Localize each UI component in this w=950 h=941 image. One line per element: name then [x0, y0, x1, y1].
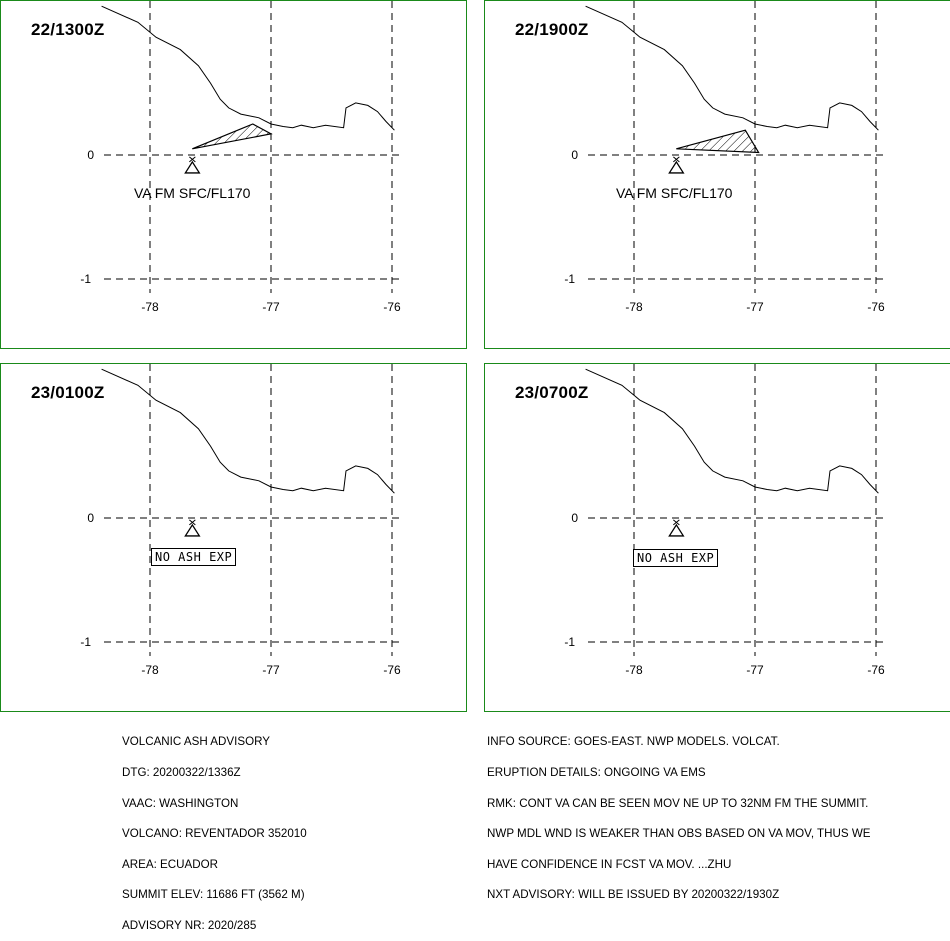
longitude-tick-label: -76 [383, 300, 401, 314]
latitude-tick-label: 0 [87, 148, 94, 162]
volcano-triangle-icon [668, 156, 685, 174]
advisory-info-source: INFO SOURCE: GOES-EAST. NWP MODELS. VOLC… [487, 735, 780, 749]
latitude-tick-label: 0 [571, 148, 578, 162]
longitude-tick-label: -76 [867, 300, 885, 314]
forecast-panel-2: -78 -77 -76 0 -1 22/1900Z VA FM SFC/FL170 [484, 0, 950, 349]
longitude-tick-label: -78 [141, 663, 159, 677]
latitude-tick-label: 0 [571, 511, 578, 525]
latitude-tick-label: -1 [80, 635, 91, 649]
panel-time-label: 23/0100Z [31, 383, 105, 402]
no-ash-expected-box: NO ASH EXP [633, 549, 719, 567]
advisory-area: AREA: ECUADOR [122, 857, 218, 871]
longitude-tick-label: -77 [262, 663, 280, 677]
advisory-number: ADVISORY NR: 2020/285 [122, 918, 257, 932]
map-canvas-2: -78 -77 -76 0 -1 [564, 1, 885, 314]
advisory-summit-elev: SUMMIT ELEV: 11686 FT (3562 M) [122, 888, 305, 902]
volcano-triangle-icon [184, 156, 201, 174]
map-canvas-1: -78 -77 -76 0 -1 [80, 1, 401, 314]
border-line [101, 5, 395, 131]
advisory-remark: RMK: CONT VA CAN BE SEEN MOV NE UP TO 32… [487, 796, 869, 810]
advisory-info-right: INFO SOURCE: GOES-EAST. NWP MODELS. VOLC… [487, 717, 871, 911]
advisory-title: VOLCANIC ASH ADVISORY [122, 735, 270, 749]
advisory-remark-cont: NWP MDL WND IS WEAKER THAN OBS BASED ON … [487, 827, 871, 841]
advisory-eruption-details: ERUPTION DETAILS: ONGOING VA EMS [487, 766, 706, 779]
va-level-label: VA FM SFC/FL170 [616, 185, 733, 201]
forecast-panel-3: -78 -77 -76 0 -1 23/0100Z NO ASH EXP [0, 363, 467, 712]
advisory-info-left: VOLCANIC ASH ADVISORY DTG: 20200322/1336… [122, 717, 307, 941]
advisory-vaac: VAAC: WASHINGTON [122, 796, 239, 810]
advisory-next: NXT ADVISORY: WILL BE ISSUED BY 20200322… [487, 888, 780, 902]
volcano-triangle-icon [184, 519, 201, 537]
longitude-tick-label: -76 [383, 663, 401, 677]
forecast-panel-1: -78 -77 -76 0 -1 22/1300Z VA FM SFC/FL170 [0, 0, 467, 349]
map-canvas-4: -78 -77 -76 0 -1 [564, 364, 885, 677]
longitude-tick-label: -77 [746, 300, 764, 314]
latitude-tick-label: -1 [564, 635, 575, 649]
advisory-remark-cont: HAVE CONFIDENCE IN FCST VA MOV. ...ZHU [487, 857, 732, 871]
border-line [585, 5, 879, 131]
longitude-tick-label: -76 [867, 663, 885, 677]
border-line [101, 368, 395, 494]
forecast-panel-4: -78 -77 -76 0 -1 23/0700Z NO ASH EXP [484, 363, 950, 712]
latitude-tick-label: 0 [87, 511, 94, 525]
longitude-tick-label: -78 [625, 663, 643, 677]
no-ash-expected-box: NO ASH EXP [151, 548, 237, 566]
panel-time-label: 22/1300Z [31, 20, 105, 39]
longitude-tick-label: -77 [262, 300, 280, 314]
advisory-dtg: DTG: 20200322/1336Z [122, 766, 241, 779]
panel-time-label: 22/1900Z [515, 20, 589, 39]
border-line [585, 368, 879, 494]
advisory-volcano: VOLCANO: REVENTADOR 352010 [122, 827, 307, 841]
longitude-tick-label: -78 [625, 300, 643, 314]
ash-cloud-polygon [192, 123, 273, 150]
latitude-tick-label: -1 [80, 272, 91, 286]
va-level-label: VA FM SFC/FL170 [134, 185, 251, 201]
ash-cloud-polygon [676, 129, 760, 154]
volcano-triangle-icon [668, 519, 685, 537]
longitude-tick-label: -77 [746, 663, 764, 677]
latitude-tick-label: -1 [564, 272, 575, 286]
panel-time-label: 23/0700Z [515, 383, 589, 402]
map-canvas-3: -78 -77 -76 0 -1 [80, 364, 401, 677]
longitude-tick-label: -78 [141, 300, 159, 314]
